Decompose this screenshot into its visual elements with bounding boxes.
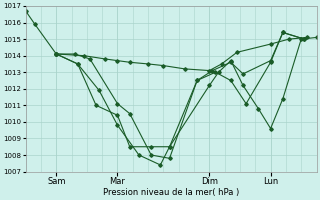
X-axis label: Pression niveau de la mer( hPa ): Pression niveau de la mer( hPa ) [103, 188, 239, 197]
